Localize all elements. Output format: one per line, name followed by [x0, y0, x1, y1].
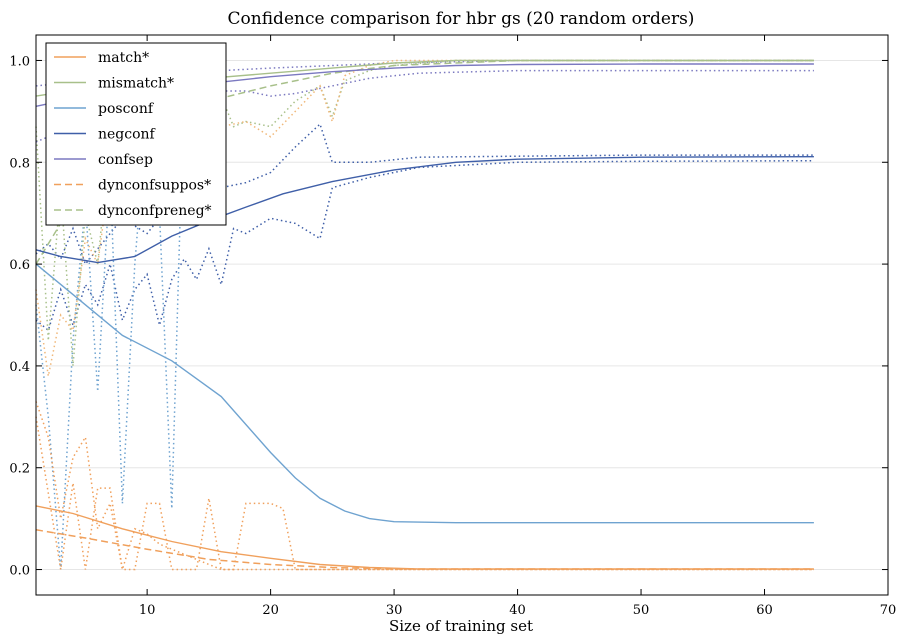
x-tick-label: 20	[262, 603, 279, 618]
y-tick-label: 1.0	[9, 54, 30, 69]
legend-label: match*	[98, 50, 149, 66]
x-tick-label: 30	[386, 603, 403, 618]
run-line	[35, 401, 814, 571]
y-tick-label: 0.0	[9, 564, 30, 579]
x-tick-label: 60	[756, 603, 773, 618]
legend-label: negconf	[98, 127, 157, 143]
x-tick-label: 50	[633, 603, 650, 618]
plot-frame	[35, 34, 889, 596]
legend: match* mismatch* posconf negconf confsep dync…	[45, 42, 227, 226]
y-tick-label: 0.4	[9, 360, 30, 375]
y-axis: 0.0 0.2 0.4 0.6 0.8 1.0	[9, 54, 888, 579]
legend-label: dynconfpreneg*	[98, 203, 212, 219]
y-tick-label: 0.6	[9, 258, 30, 273]
x-axis-title: Size of training set	[389, 617, 533, 635]
x-tick-label: 70	[880, 603, 897, 618]
series-line-match	[35, 505, 814, 570]
legend-label: dynconfsuppos*	[98, 178, 211, 194]
legend-label: confsep	[98, 152, 153, 168]
y-tick-label: 0.2	[9, 462, 30, 477]
series-line-negconf	[35, 155, 814, 264]
chart-title: Confidence comparison for hbr gs (20 ran…	[228, 9, 695, 29]
run-line	[35, 59, 814, 366]
series-line-posconf	[35, 263, 814, 524]
x-tick-label: 10	[139, 603, 156, 618]
run-line	[35, 416, 814, 571]
x-tick-label: 40	[509, 603, 526, 618]
run-line	[35, 159, 814, 332]
run-line	[35, 122, 814, 266]
legend-label: posconf	[98, 101, 155, 117]
x-axis: 10 20 30 40 50 60 70	[139, 35, 896, 618]
y-tick-label: 0.8	[9, 156, 30, 171]
series-line-dynconfsuppos	[35, 529, 814, 570]
legend-label: mismatch*	[98, 76, 174, 92]
